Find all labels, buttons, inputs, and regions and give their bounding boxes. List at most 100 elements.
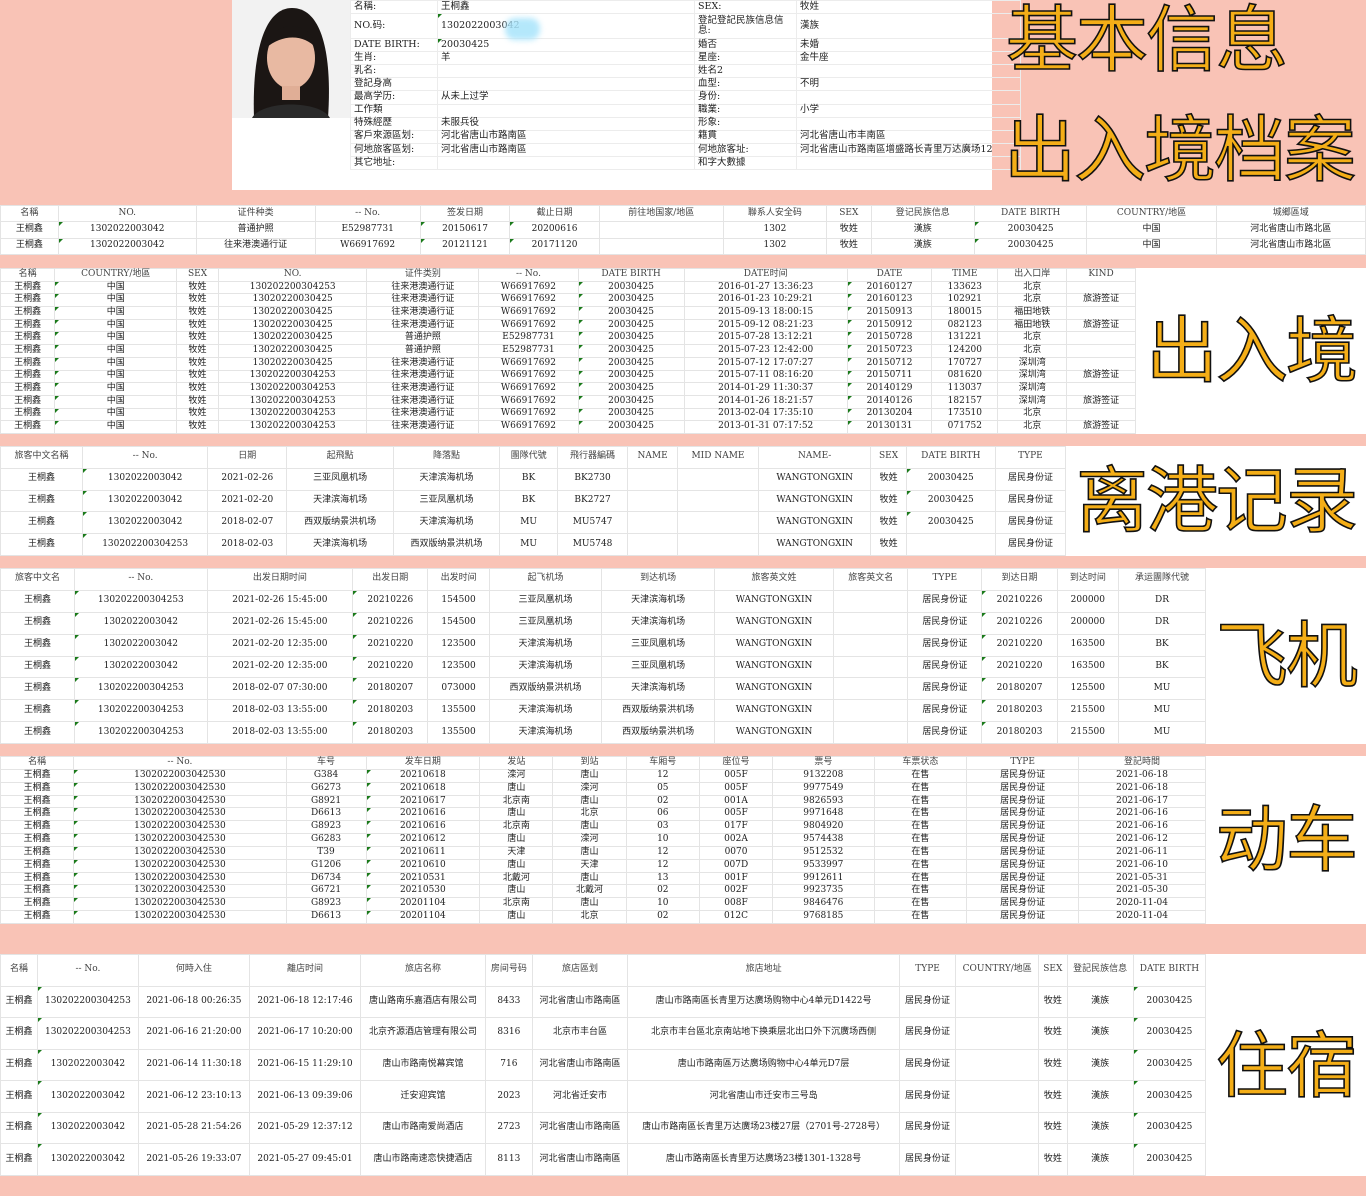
- column-header[interactable]: SEX: [1038, 954, 1068, 987]
- table-row[interactable]: 王桐鑫 130202200304253 2018-02-03 13:55:00 201…: [0, 721, 1207, 744]
- table-row[interactable]: 王桐鑫 1302022003042 2021-02-20 12:35:00 20210…: [0, 655, 1207, 679]
- column-header[interactable]: 飛行器編碼: [557, 446, 629, 469]
- table-row[interactable]: 王桐鑫 中国 牧姓 130202200304253 往来港澳通行证 W66917692 20…: [0, 280, 1136, 295]
- column-header[interactable]: 名稱: [0, 204, 59, 223]
- table-row[interactable]: 王桐鑫 1302022003042 2021-02-26 三亚凤凰机场 天津滨海机场 BK…: [0, 467, 1067, 491]
- table-row[interactable]: 王桐鑫 130202200304253 2018-02-03 天津滨海机场 西双版纳景洪…: [0, 533, 1067, 556]
- column-header[interactable]: 票号: [772, 756, 875, 770]
- table-row[interactable]: 王桐鑫 1302022003042530 T39 20210611 天津 唐山 12 0070…: [0, 845, 1206, 860]
- column-header[interactable]: TYPE: [966, 756, 1080, 770]
- column-header[interactable]: DATE: [846, 268, 933, 282]
- table-row[interactable]: 王桐鑫 中国 牧姓 130202200304253 往来港澳通行证 W66917692 20…: [0, 382, 1136, 396]
- table-row[interactable]: 王桐鑫 1302022003042530 G8921 20210617 北京南 唐山 02 0…: [0, 794, 1206, 809]
- column-header[interactable]: TYPE: [898, 954, 957, 987]
- table-row[interactable]: 王桐鑫 中国 牧姓 13020220030425 往来港澳通行证 W66917692 200…: [0, 356, 1136, 371]
- column-header[interactable]: 旅店區划: [531, 954, 629, 987]
- table-row[interactable]: 王桐鑫 1302022003042530 G8923 20210616 北京南 唐山 03 0…: [0, 820, 1206, 835]
- table-row[interactable]: 王桐鑫 1302022003042530 G6721 20210530 唐山 北戴河 02 0…: [0, 884, 1206, 899]
- column-header[interactable]: NO.: [217, 268, 368, 282]
- column-header[interactable]: 旅客中文名: [0, 568, 76, 591]
- column-header[interactable]: NAME: [627, 446, 679, 469]
- column-header[interactable]: 出发日期时间: [206, 568, 354, 591]
- column-header[interactable]: 到达时间: [1056, 568, 1119, 591]
- table-row[interactable]: 王桐鑫 1302022003042 往来港澳通行证 W66917692 20121121…: [0, 237, 1366, 256]
- column-header[interactable]: COUNTRY/地區: [1086, 204, 1217, 223]
- column-header[interactable]: 承运團隊代號: [1117, 568, 1207, 591]
- column-header[interactable]: DATE时间: [683, 268, 848, 282]
- column-header[interactable]: 到达机场: [601, 568, 715, 591]
- column-header[interactable]: SEX: [176, 268, 219, 282]
- column-header[interactable]: 发站: [479, 756, 554, 770]
- column-header[interactable]: SEX: [870, 446, 907, 469]
- column-header[interactable]: 名稱: [0, 268, 56, 282]
- column-header[interactable]: 截止日期: [509, 204, 600, 223]
- column-header[interactable]: 登记民族信息: [870, 204, 975, 223]
- column-header[interactable]: -- No.: [478, 268, 579, 282]
- column-header[interactable]: MID NAME: [677, 446, 759, 469]
- column-header[interactable]: 旅店名称: [360, 954, 486, 987]
- table-row[interactable]: 王桐鑫 中国 牧姓 13020220030425 往来港澳通行证 W66917692 200…: [0, 293, 1136, 308]
- column-header[interactable]: SEX: [826, 204, 872, 223]
- table-row[interactable]: 王桐鑫 1302022003042530 D6613 20210616 唐山 北京 06 00…: [0, 807, 1206, 822]
- column-header[interactable]: DATE BIRTH: [577, 268, 685, 282]
- column-header[interactable]: 证件类别: [366, 268, 480, 282]
- table-row[interactable]: 王桐鑫 1302022003042 2021-06-12 23:10:13 2021-…: [0, 1080, 1207, 1113]
- column-header[interactable]: 登記時間: [1078, 756, 1206, 770]
- column-header[interactable]: 旅客英文名: [833, 568, 909, 591]
- column-header[interactable]: 旅客英文姓: [713, 568, 835, 591]
- column-header[interactable]: 车票状态: [873, 756, 968, 770]
- table-row[interactable]: 王桐鑫 1302022003042530 G384 20210618 滦河 唐山 12 005…: [0, 768, 1206, 783]
- table-row[interactable]: 王桐鑫 中国 牧姓 13020220030425 普通护照 E52987731 200304…: [0, 331, 1136, 346]
- table-row[interactable]: 王桐鑫 1302022003042 2021-05-28 21:54:26 2021-…: [0, 1111, 1207, 1145]
- table-row[interactable]: 王桐鑫 1302022003042530 G6273 20210618 唐山 滦河 05 00…: [0, 781, 1206, 796]
- column-header[interactable]: 降落點: [392, 446, 501, 469]
- column-header[interactable]: 城鄉區域: [1215, 204, 1366, 223]
- table-row[interactable]: 王桐鑫 1302022003042530 G1206 20210610 唐山 天津 12 00…: [0, 858, 1206, 873]
- table-row[interactable]: 王桐鑫 1302022003042 普通护照 E52987731 20150617 202…: [0, 221, 1366, 239]
- table-row[interactable]: 王桐鑫 中国 牧姓 13020220030425 普通护照 E52987731 200304…: [0, 344, 1136, 358]
- column-header[interactable]: -- No.: [36, 954, 139, 987]
- table-row[interactable]: 王桐鑫 1302022003042 2021-02-20 天津滨海机场 三亚凤凰机场 BK…: [0, 489, 1067, 513]
- column-header[interactable]: -- No.: [314, 204, 421, 223]
- table-row[interactable]: 王桐鑫 1302022003042530 D6734 20210531 北戴河 唐山 13 0…: [0, 871, 1206, 886]
- column-header[interactable]: 日期: [207, 446, 288, 469]
- column-header[interactable]: DATE BIRTH: [973, 204, 1088, 223]
- column-header[interactable]: 何時入住: [137, 954, 250, 987]
- column-header[interactable]: 证件种类: [195, 204, 316, 223]
- column-header[interactable]: 團隊代號: [499, 446, 559, 469]
- table-row[interactable]: 王桐鑫 130202200304253 2021-06-18 00:26:35 202…: [0, 985, 1207, 1019]
- table-row[interactable]: 王桐鑫 1302022003042530 G8923 20201104 北京南 唐山 10 0…: [0, 897, 1206, 912]
- column-header[interactable]: 出入口岸: [997, 268, 1068, 282]
- column-header[interactable]: 名稱: [0, 756, 75, 770]
- table-row[interactable]: 王桐鑫 中国 牧姓 130202200304253 往来港澳通行证 W66917692 20…: [0, 420, 1136, 434]
- column-header[interactable]: 签发日期: [419, 204, 511, 223]
- column-header[interactable]: -- No.: [73, 756, 287, 770]
- table-row[interactable]: 王桐鑫 1302022003042530 G6283 20210612 唐山 滦河 10 00…: [0, 833, 1206, 847]
- column-header[interactable]: DATE BIRTH: [1132, 954, 1207, 987]
- column-header[interactable]: 房间号码: [484, 954, 533, 987]
- column-header[interactable]: 登記民族信息: [1066, 954, 1134, 987]
- table-row[interactable]: 王桐鑫 130202200304253 2018-02-07 07:30:00 201…: [0, 677, 1207, 701]
- column-header[interactable]: COUNTRY/地區: [54, 268, 178, 282]
- column-header[interactable]: 发车日期: [365, 756, 481, 770]
- column-header[interactable]: -- No.: [74, 568, 208, 591]
- column-header[interactable]: KIND: [1066, 268, 1136, 282]
- column-header[interactable]: 起飞机场: [488, 568, 603, 591]
- table-row[interactable]: 王桐鑫 1302022003042 2021-05-26 19:33:07 2021-…: [0, 1143, 1207, 1176]
- table-row[interactable]: 王桐鑫 中国 牧姓 130202200304253 往来港澳通行证 W66917692 20…: [0, 407, 1136, 422]
- table-row[interactable]: 王桐鑫 1302022003042 2018-02-07 西双版纳景洪机场 天津滨海机场…: [0, 511, 1067, 535]
- table-row[interactable]: 王桐鑫 1302022003042 2021-02-20 12:35:00 20210…: [0, 633, 1207, 657]
- column-header[interactable]: 旅店地址: [627, 954, 900, 987]
- column-header[interactable]: 聯系人安全码: [722, 204, 828, 223]
- column-header[interactable]: NAME-: [757, 446, 872, 469]
- column-header[interactable]: 车号: [285, 756, 367, 770]
- column-header[interactable]: 離店时间: [248, 954, 362, 987]
- table-row[interactable]: 王桐鑫 中国 牧姓 130202200304253 往来港澳通行证 W66917692 20…: [0, 369, 1136, 384]
- column-header[interactable]: 到站: [552, 756, 627, 770]
- column-header[interactable]: TYPE: [907, 568, 983, 591]
- table-row[interactable]: 王桐鑫 1302022003042 2021-06-14 11:30:18 2021-…: [0, 1048, 1207, 1082]
- column-header[interactable]: 出发日期: [352, 568, 429, 591]
- table-row[interactable]: 王桐鑫 中国 牧姓 130202200304253 往来港澳通行证 W66917692 20…: [0, 394, 1136, 409]
- table-row[interactable]: 王桐鑫 1302022003042530 D6613 20201104 唐山 北京 02 01…: [0, 910, 1206, 924]
- column-header[interactable]: 起飛點: [286, 446, 394, 469]
